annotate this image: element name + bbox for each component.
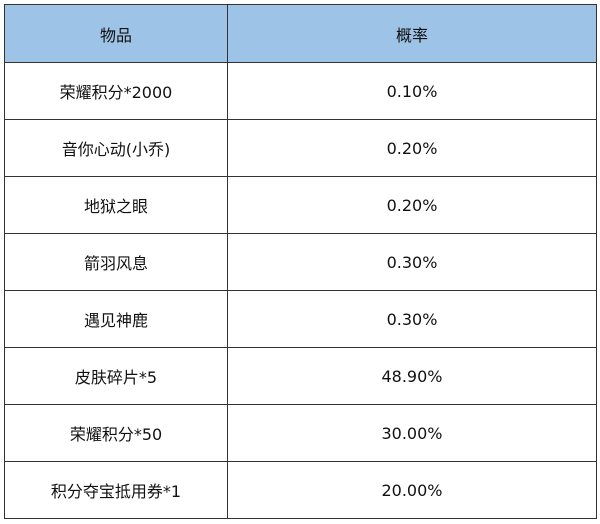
probability-cell: 20.00% <box>227 461 597 519</box>
probability-cell: 0.20% <box>227 119 597 177</box>
probability-cell: 30.00% <box>227 404 597 462</box>
item-cell: 音你心动(小乔) <box>4 119 228 177</box>
table-row: 积分夺宝抵用券*1 20.00% <box>4 461 597 519</box>
probability-cell: 0.20% <box>227 176 597 234</box>
probability-cell: 0.30% <box>227 290 597 348</box>
table-row: 皮肤碎片*5 48.90% <box>4 347 597 405</box>
item-cell: 荣耀积分*2000 <box>4 62 228 120</box>
table-row: 地狱之眼 0.20% <box>4 176 597 234</box>
table-row: 荣耀积分*50 30.00% <box>4 404 597 462</box>
table-row: 遇见神鹿 0.30% <box>4 290 597 348</box>
probability-table: 物品 概率 荣耀积分*2000 0.10% 音你心动(小乔) 0.20% 地狱之… <box>4 4 597 519</box>
item-cell: 积分夺宝抵用券*1 <box>4 461 228 519</box>
header-row: 物品 概率 <box>4 4 597 63</box>
header-item: 物品 <box>4 4 228 63</box>
probability-cell: 0.10% <box>227 62 597 120</box>
header-probability: 概率 <box>227 4 597 63</box>
item-cell: 地狱之眼 <box>4 176 228 234</box>
probability-cell: 0.30% <box>227 233 597 291</box>
item-cell: 皮肤碎片*5 <box>4 347 228 405</box>
table-row: 音你心动(小乔) 0.20% <box>4 119 597 177</box>
table-row: 箭羽风息 0.30% <box>4 233 597 291</box>
item-cell: 遇见神鹿 <box>4 290 228 348</box>
item-cell: 箭羽风息 <box>4 233 228 291</box>
item-cell: 荣耀积分*50 <box>4 404 228 462</box>
probability-cell: 48.90% <box>227 347 597 405</box>
table-row: 荣耀积分*2000 0.10% <box>4 62 597 120</box>
